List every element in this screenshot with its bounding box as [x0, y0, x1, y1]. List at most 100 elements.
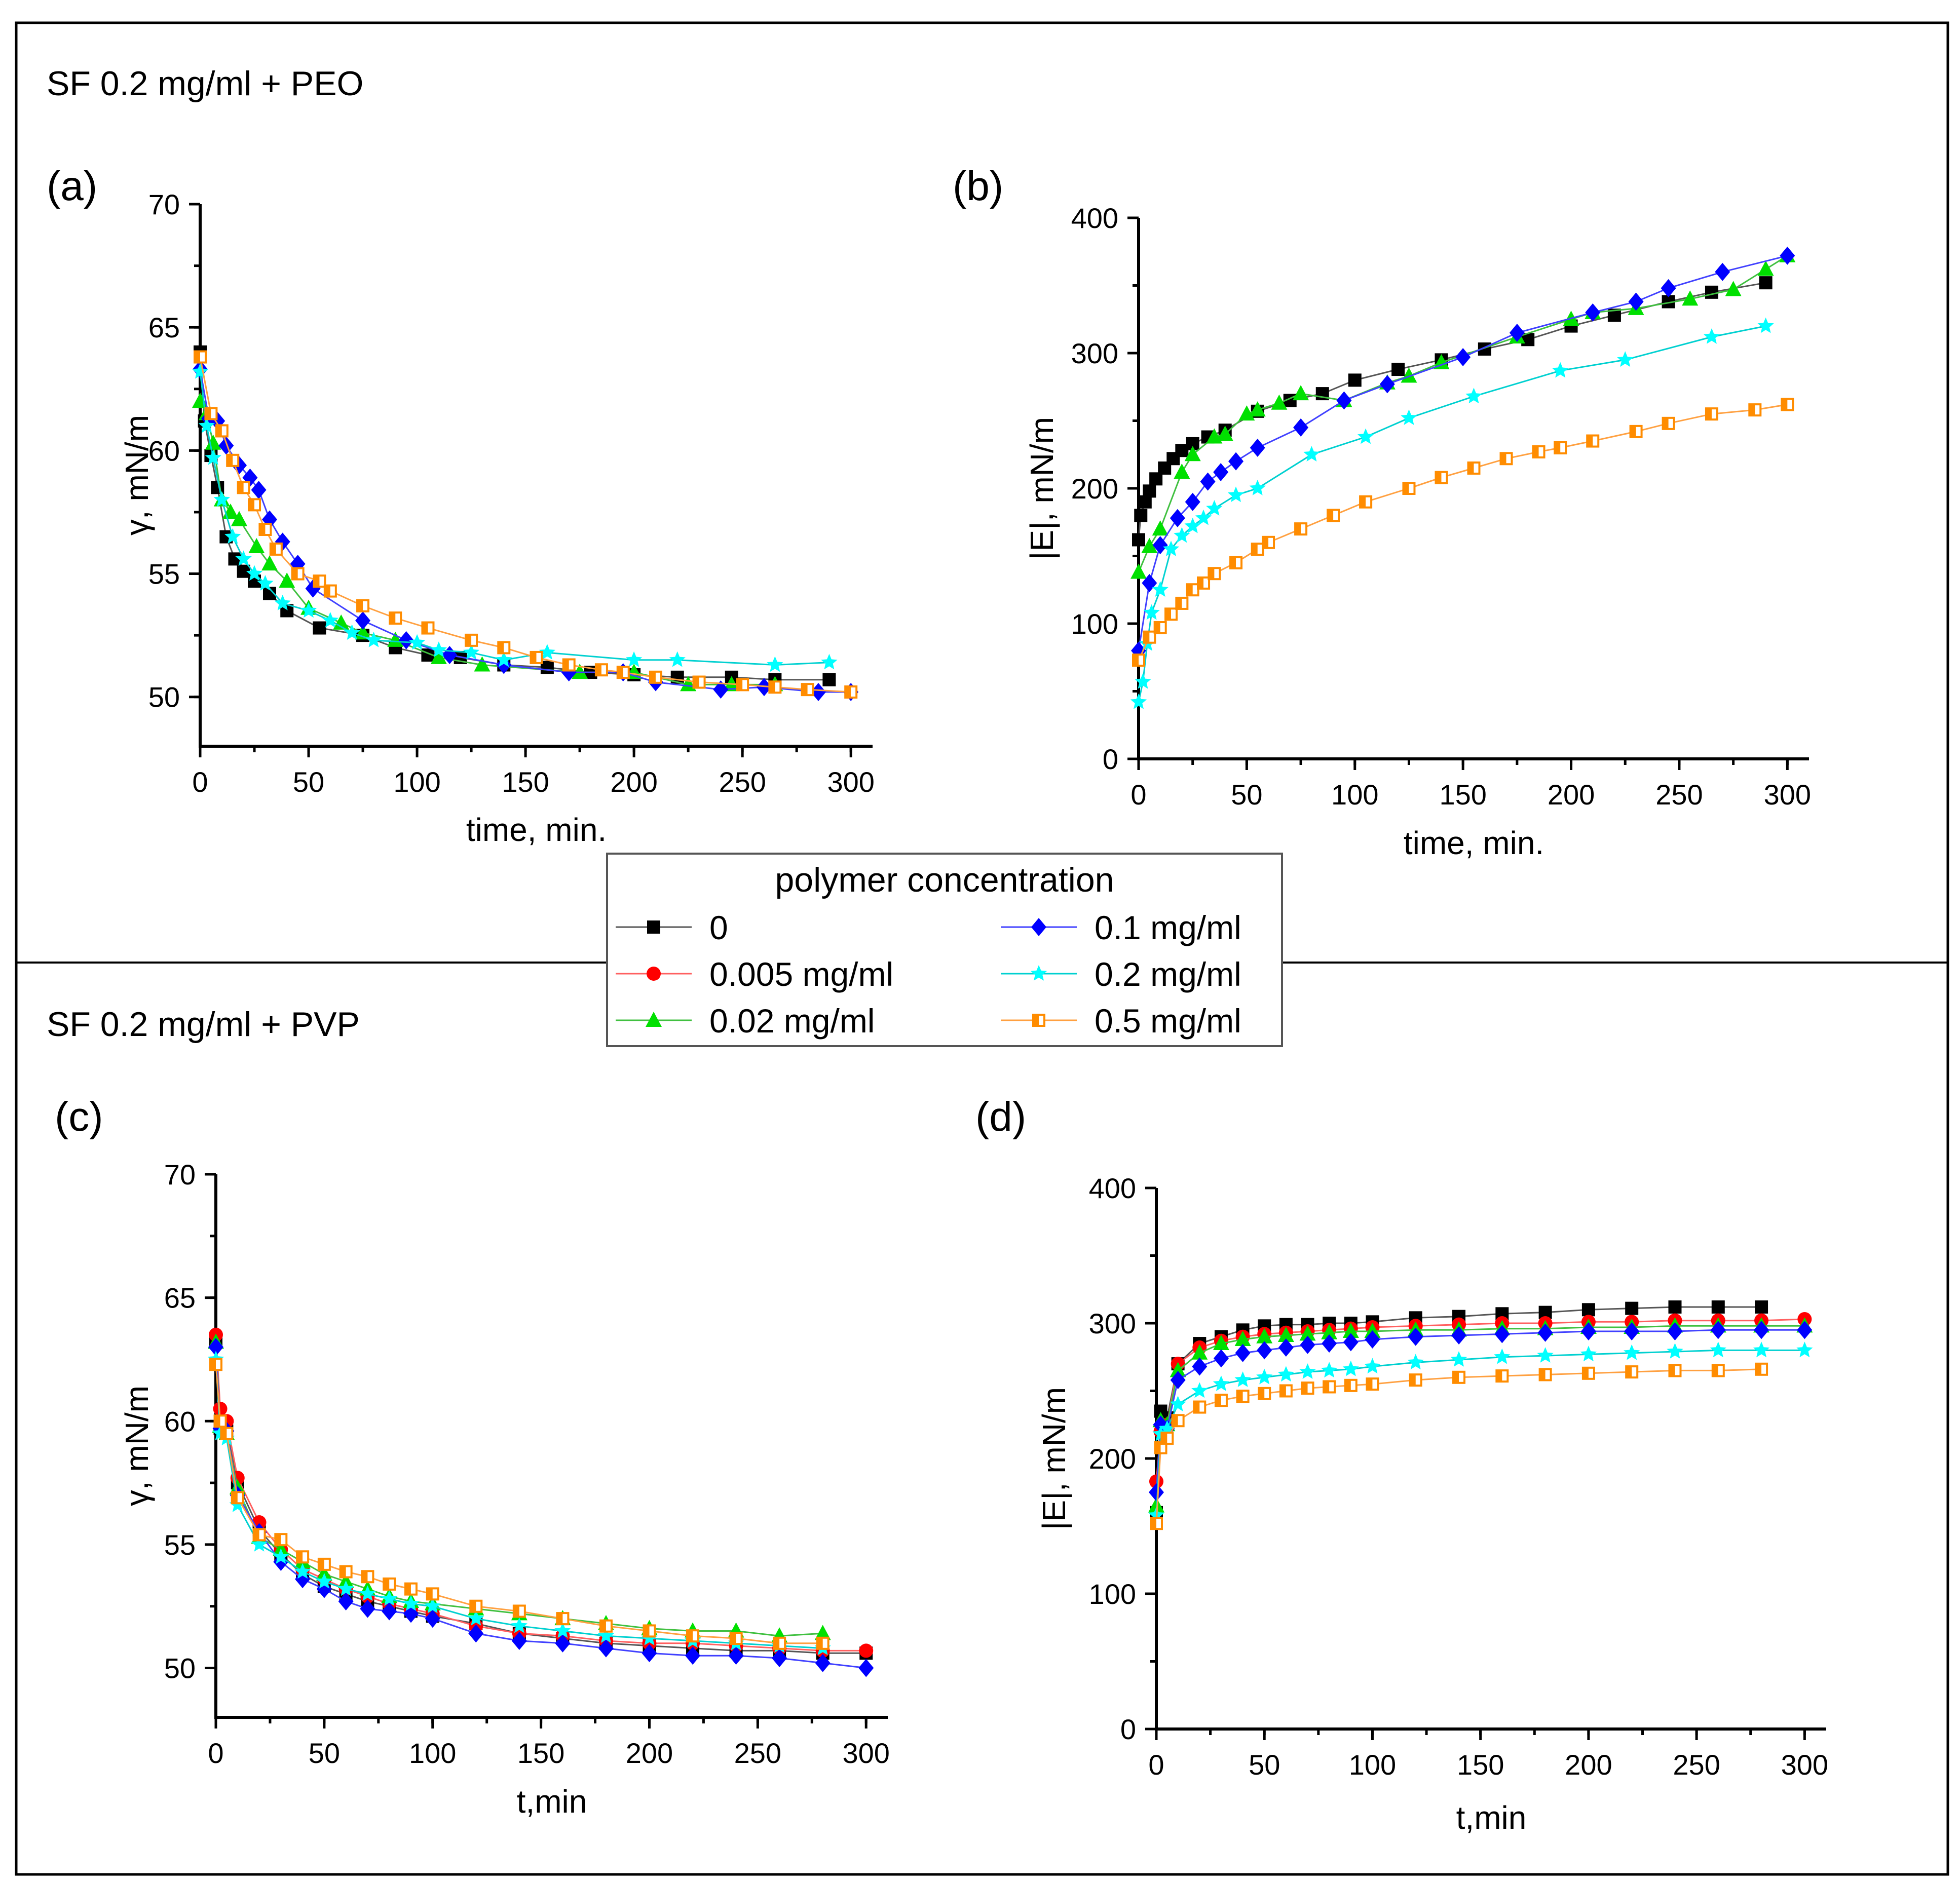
- series-line: [1138, 282, 1766, 540]
- data-point: [322, 612, 338, 628]
- legend-marker: [646, 1012, 662, 1027]
- legend-label: 0.5 mg/ml: [1095, 1002, 1241, 1040]
- x-tick-label: 150: [517, 1737, 564, 1769]
- data-point: [1495, 1369, 1509, 1383]
- data-point: [1628, 292, 1644, 311]
- y-tick-label: 400: [1089, 1172, 1136, 1204]
- data-point: [815, 1654, 831, 1672]
- data-point: [1402, 482, 1416, 495]
- legend-marker: [647, 967, 661, 981]
- data-point: [1174, 527, 1190, 543]
- data-point: [1229, 556, 1243, 569]
- legend-marker: [1030, 965, 1047, 981]
- legend-entry: 0.5 mg/ml: [1001, 1002, 1241, 1040]
- data-point: [1132, 533, 1145, 547]
- data-point: [323, 584, 337, 598]
- data-point: [1214, 1394, 1228, 1407]
- data-point: [1271, 394, 1288, 410]
- data-point: [1755, 1300, 1768, 1314]
- data-point: [226, 453, 240, 467]
- legend-label: 0.1 mg/ml: [1095, 909, 1241, 946]
- data-point: [1467, 461, 1481, 475]
- x-tick-label: 100: [393, 766, 440, 798]
- data-point: [1256, 1368, 1273, 1385]
- x-tick-label: 250: [1655, 779, 1703, 811]
- x-tick-label: 200: [626, 1737, 673, 1769]
- data-point: [1191, 1344, 1208, 1360]
- data-point: [430, 641, 447, 658]
- data-point: [1278, 1338, 1294, 1357]
- data-point: [858, 1659, 874, 1677]
- data-point: [383, 1577, 396, 1591]
- data-point: [1141, 537, 1158, 553]
- data-point: [404, 1582, 418, 1596]
- data-point: [1797, 1321, 1813, 1339]
- series-line: [199, 369, 851, 693]
- data-point: [572, 664, 588, 679]
- data-point: [274, 1533, 288, 1547]
- y-tick-label: 65: [164, 1282, 196, 1314]
- data-point: [1213, 463, 1229, 481]
- data-point: [1217, 426, 1233, 441]
- data-point: [430, 648, 447, 664]
- data-point: [426, 1587, 439, 1601]
- data-point: [1174, 463, 1190, 479]
- data-point: [360, 1599, 375, 1618]
- data-point: [220, 1427, 234, 1440]
- panel-label: (c): [55, 1094, 103, 1140]
- data-point: [821, 654, 838, 670]
- x-tick-label: 150: [1457, 1749, 1504, 1781]
- data-point: [597, 1627, 615, 1643]
- data-point: [556, 1612, 570, 1626]
- data-point: [468, 1610, 484, 1626]
- data-point: [844, 685, 858, 699]
- data-point: [1667, 1343, 1683, 1359]
- data-point: [1152, 536, 1168, 555]
- x-tick-label: 100: [409, 1737, 456, 1769]
- series-0-1-mg-ml: [208, 1338, 874, 1677]
- data-point: [1781, 398, 1794, 411]
- series-0-02-mg-ml: [208, 1333, 831, 1643]
- data-point: [1711, 1364, 1725, 1377]
- x-axis-label: time, min.: [1404, 825, 1544, 861]
- y-axis-label: |E|, mN/m: [1024, 417, 1060, 560]
- series-line: [1155, 1318, 1805, 1482]
- y-tick-label: 200: [1089, 1443, 1136, 1475]
- data-point: [1748, 403, 1762, 417]
- data-point: [772, 1649, 787, 1668]
- data-point: [1705, 407, 1718, 421]
- series-line: [1138, 325, 1766, 703]
- data-point: [361, 1570, 374, 1584]
- data-point: [279, 572, 295, 588]
- legend-title: polymer concentration: [775, 861, 1114, 899]
- data-point: [1753, 1341, 1770, 1358]
- data-point: [1359, 495, 1373, 509]
- data-point: [1228, 452, 1244, 471]
- series-line: [1155, 1306, 1762, 1513]
- data-point: [398, 631, 414, 649]
- y-tick-label: 0: [1103, 743, 1118, 775]
- data-point: [463, 644, 480, 660]
- data-point: [822, 673, 836, 686]
- series-line: [199, 352, 830, 681]
- data-point: [224, 528, 241, 544]
- legend-marker: [1032, 1014, 1045, 1027]
- panel-c: (c) 0 50 100 150 200 250 300 50 55 60 65 70 t,min γ, m…: [55, 1094, 890, 1820]
- data-point: [1293, 418, 1309, 437]
- data-point: [801, 683, 814, 697]
- legend-marker: [1031, 918, 1046, 936]
- series-0-02-mg-ml: [1148, 1317, 1813, 1513]
- data-point: [1552, 362, 1569, 378]
- data-point: [1617, 351, 1634, 367]
- data-point: [1200, 472, 1216, 491]
- data-point: [1586, 434, 1600, 448]
- series-line: [199, 371, 830, 666]
- data-point: [1192, 1357, 1208, 1376]
- data-point: [1365, 1330, 1380, 1349]
- data-point: [1300, 1335, 1315, 1354]
- data-point: [767, 656, 783, 672]
- legend-entries: 0 0.005 mg/ml 0.02 mg/ml 0.1 mg/ml 0.2 mg/ml…: [616, 909, 1241, 1040]
- data-point: [317, 1557, 331, 1571]
- data-point: [1343, 1333, 1359, 1352]
- data-point: [1213, 1335, 1229, 1351]
